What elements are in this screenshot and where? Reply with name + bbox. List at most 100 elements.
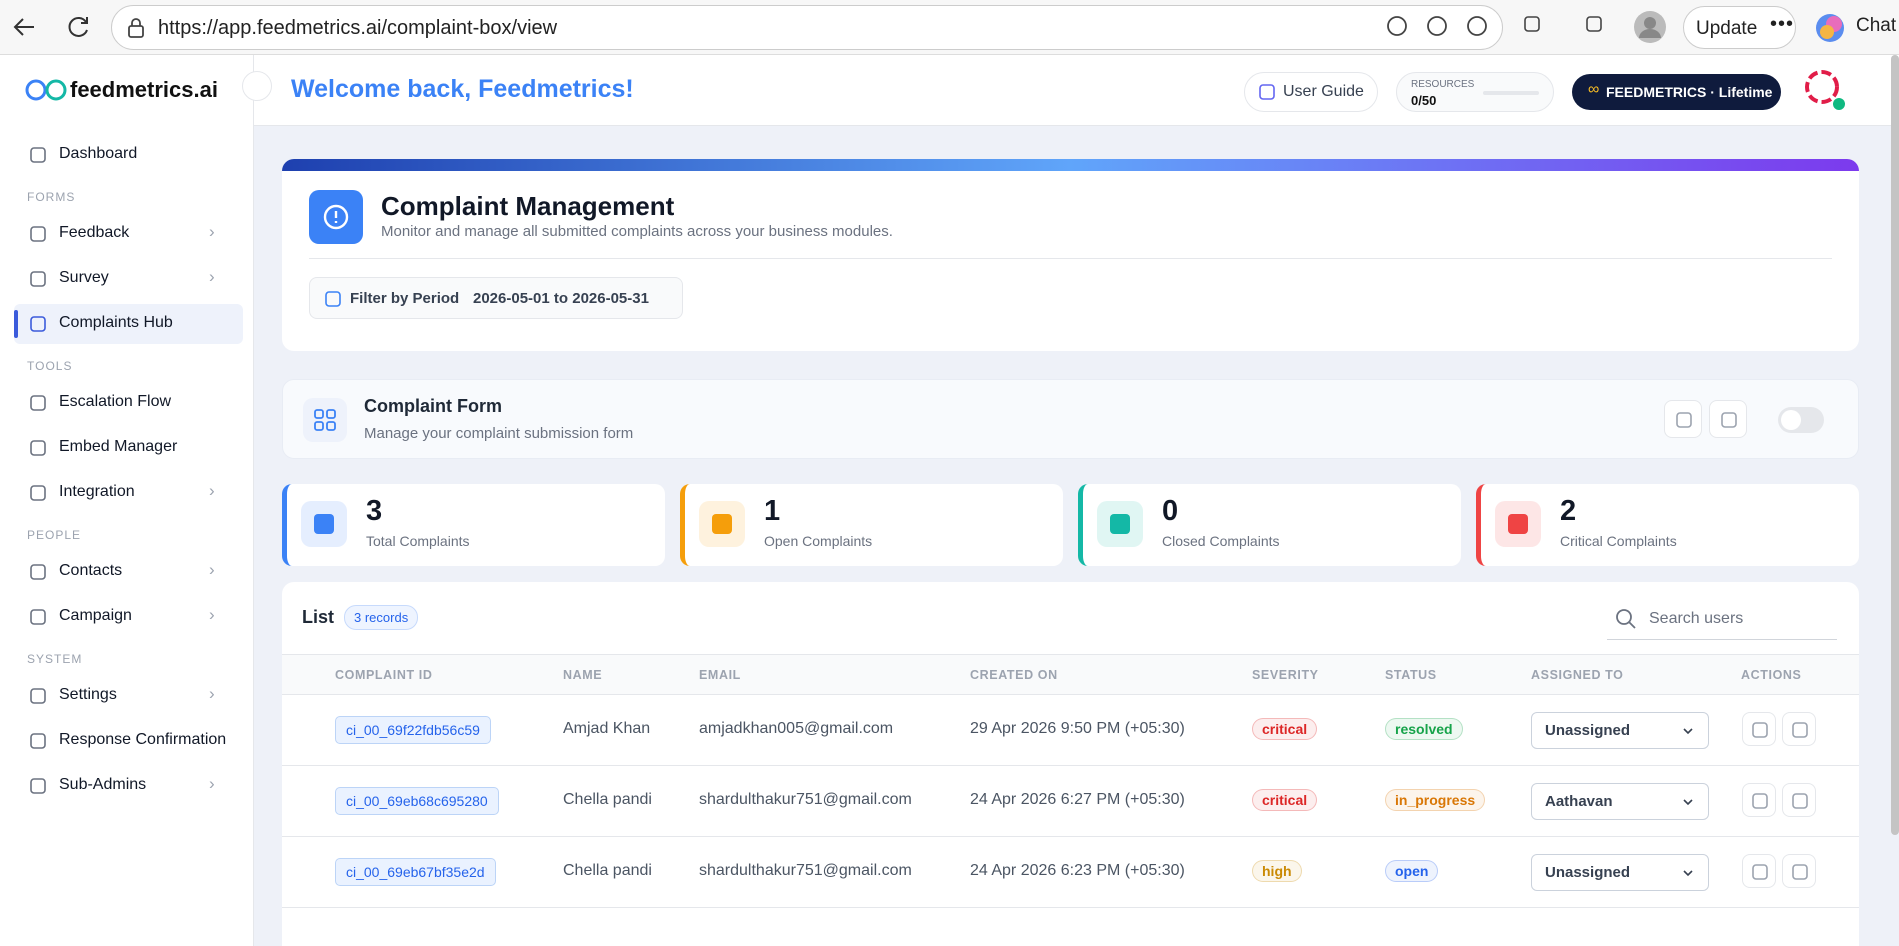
sidebar: feedmetrics.ai Dashboard FORMS Feedback › Sur… — [0, 55, 272, 946]
management-title: Complaint Management — [381, 191, 675, 221]
stat-label: Total Complaints — [366, 533, 470, 549]
complaint-id[interactable]: ci_00_69f22fdb56c59 — [335, 716, 491, 744]
filter-label: Filter by Period — [350, 290, 460, 307]
row-action[interactable] — [1782, 712, 1816, 746]
company-logo[interactable] — [1802, 67, 1846, 116]
nav-item[interactable]: Dashboard — [14, 135, 243, 175]
chat-label[interactable]: Chat — [1856, 15, 1897, 36]
address-bar[interactable]: https://app.feedmetrics.ai/complaint-box… — [111, 5, 1503, 50]
nav-item[interactable]: Response Confirmation — [14, 721, 243, 761]
search-box[interactable]: Search users — [1607, 598, 1837, 640]
nav-item[interactable]: Integration › — [14, 473, 243, 513]
profile-avatar[interactable] — [1633, 10, 1667, 49]
nav-item[interactable]: Contacts › — [14, 552, 243, 592]
icon-glyph — [1586, 16, 1602, 32]
update-button[interactable]: Update ••• — [1683, 6, 1796, 49]
stat-icon-glyph — [1110, 514, 1130, 534]
stat-icon — [699, 501, 745, 547]
stat-label: Open Complaints — [764, 533, 873, 549]
browser-tool[interactable] — [1425, 14, 1451, 45]
cell-text: 24 Apr 2026 6:23 PM (+05:30) — [970, 862, 1185, 879]
nav-chevron: › — [209, 605, 215, 624]
nav-item[interactable]: Sub-Admins › — [14, 766, 243, 806]
form-action[interactable] — [1664, 400, 1702, 438]
cell-text: shardulthakur751@gmail.com — [699, 862, 912, 879]
assign-dropdown[interactable]: Unassigned — [1531, 854, 1709, 891]
icon-glyph — [30, 778, 46, 794]
back-button[interactable] — [10, 12, 40, 47]
row-action[interactable] — [1742, 854, 1776, 888]
nav-icon — [28, 224, 48, 249]
nav-label: Feedback — [59, 224, 130, 241]
cell-text: Chella pandi — [563, 862, 652, 879]
browser-tool[interactable] — [1465, 14, 1491, 45]
nav-item[interactable]: Escalation Flow — [14, 383, 243, 423]
search-placeholder: Search users — [1649, 610, 1744, 627]
icon-glyph — [1792, 722, 1808, 738]
nav-icon — [28, 483, 48, 508]
row-action[interactable] — [1742, 783, 1776, 817]
filter-value: 2026-05-01 to 2026-05-31 — [473, 290, 649, 307]
severity-badge: critical — [1252, 789, 1318, 811]
form-toggle[interactable] — [1778, 407, 1824, 433]
scrollbar — [1891, 55, 1899, 835]
nav-item[interactable]: Feedback › — [14, 214, 243, 254]
list-title: List — [302, 607, 335, 627]
plan-label: FEEDMETRICS · Lifetime — [1606, 84, 1773, 100]
dropdown-chevron — [1680, 865, 1696, 886]
row-action[interactable] — [1782, 854, 1816, 888]
browser-tool[interactable] — [1522, 14, 1542, 39]
nav-chevron: › — [209, 684, 215, 703]
nav-icon — [28, 686, 48, 711]
status-badge: in_progress — [1385, 789, 1486, 811]
nav-item[interactable]: Campaign › — [14, 597, 243, 637]
row-action[interactable] — [1742, 712, 1776, 746]
stat-card: 3 Total Complaints — [282, 484, 665, 566]
column-header: COMPLAINT ID — [335, 668, 433, 682]
nav-label: Settings — [59, 686, 117, 703]
assign-dropdown[interactable]: Unassigned — [1531, 712, 1709, 749]
active-indicator — [14, 310, 18, 338]
lock-icon — [126, 17, 146, 44]
icon-glyph — [1752, 793, 1768, 809]
period-filter[interactable]: Filter by Period 2026-05-01 to 2026-05-31 — [309, 277, 683, 319]
stat-icon-glyph — [712, 514, 732, 534]
management-card: Complaint Management Monitor and manage a… — [282, 159, 1859, 351]
browser-tool[interactable] — [1584, 14, 1604, 39]
collapse-button[interactable] — [242, 71, 272, 101]
row-action[interactable] — [1782, 783, 1816, 817]
nav-item[interactable]: Survey › — [14, 259, 243, 299]
nav-item[interactable]: Settings › — [14, 676, 243, 716]
status-badge: resolved — [1385, 718, 1463, 740]
nav-icon — [28, 562, 48, 587]
management-subtitle: Monitor and manage all submitted complai… — [381, 223, 893, 240]
icon-glyph — [1752, 864, 1768, 880]
plan-badge[interactable]: ∞ FEEDMETRICS · Lifetime — [1572, 74, 1781, 110]
table-row — [282, 837, 1859, 908]
reload-button[interactable] — [64, 12, 94, 47]
copilot-icon[interactable] — [1814, 12, 1846, 49]
user-guide-button[interactable]: User Guide — [1244, 72, 1378, 112]
nav-heading: FORMS — [27, 190, 76, 204]
browser-tool[interactable] — [1385, 14, 1411, 45]
brand-logo — [24, 77, 68, 108]
complaint-id[interactable]: ci_00_69eb68c695280 — [335, 787, 499, 815]
stat-card: 2 Critical Complaints — [1476, 484, 1859, 566]
stat-card: 1 Open Complaints — [680, 484, 1063, 566]
divider — [309, 258, 1832, 259]
table-row — [282, 695, 1859, 766]
complaint-id[interactable]: ci_00_69eb67bf35e2d — [335, 858, 496, 886]
nav-item[interactable]: Complaints Hub — [14, 304, 243, 344]
form-action[interactable] — [1709, 400, 1747, 438]
stat-icon — [1097, 501, 1143, 547]
nav-icon — [28, 145, 48, 170]
assign-dropdown[interactable]: Aathavan — [1531, 783, 1709, 820]
nav-chevron: › — [209, 774, 215, 793]
nav-item[interactable]: Embed Manager — [14, 428, 243, 468]
stat-card: 0 Closed Complaints — [1078, 484, 1461, 566]
nav-chevron: › — [209, 560, 215, 579]
form-icon — [303, 398, 347, 442]
icon-glyph — [30, 226, 46, 242]
icon-glyph — [30, 271, 46, 287]
